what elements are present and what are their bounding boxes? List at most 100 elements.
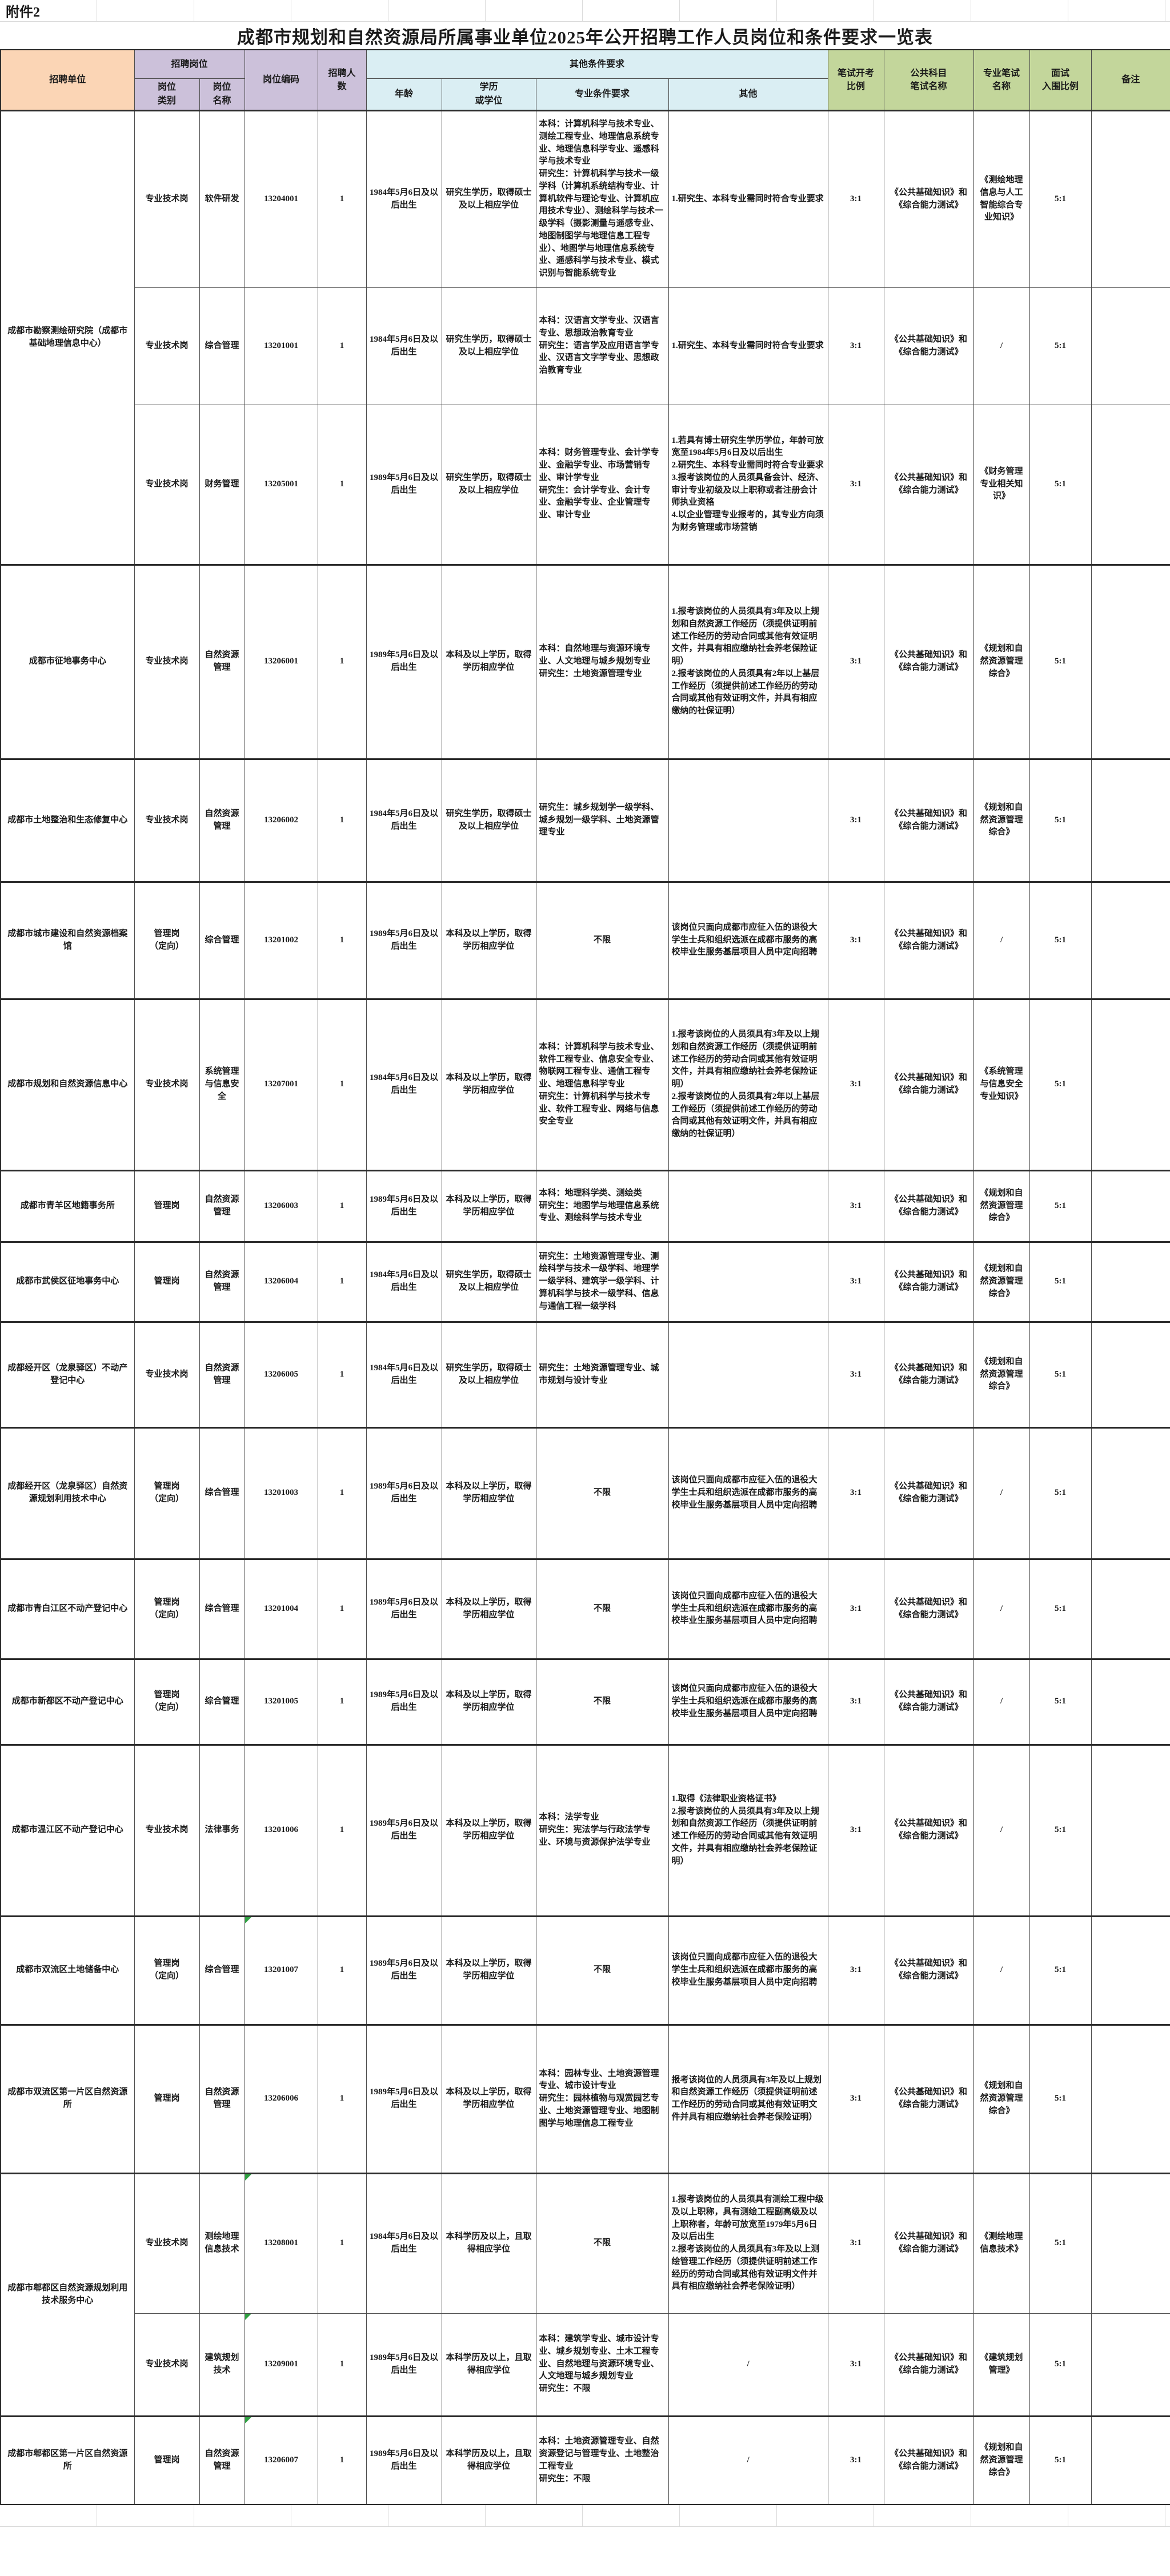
table-row: 专业技术岗 建筑规划技术 13209001 1 1989年5月6日及以后出生 本科学历及以… [1, 2313, 1170, 2417]
cell-public-written-name: 《公共基础知识》和《综合能力测试》 [883, 1915, 974, 2025]
col-header-major: 专业条件要求 [535, 78, 669, 111]
cell-job-title: 自然资源管理 [199, 563, 245, 759]
table-row: 成都市武侯区征地事务中心 管理岗 自然资源管理 13206004 1 1984年5月6日及… [0, 1241, 1170, 1322]
table-row: 成都市郫都区自然资源规划利用技术服务中心 专业技术岗 测绘地理信息技术 1320800… [0, 2172, 1170, 2417]
cell-job-title: 自然资源管理 [199, 1169, 245, 1242]
cell-written-ratio: 3:1 [827, 1658, 884, 1745]
table-row: 成都市土地整治和生态修复中心 专业技术岗 自然资源管理 13206002 1 1984年5… [0, 758, 1170, 882]
cell-public-written-name: 《公共基础知识》和《综合能力测试》 [883, 1241, 974, 1322]
cell-headcount: 1 [317, 109, 367, 288]
cell-headcount: 1 [317, 404, 367, 565]
cell-other-requirements: 该岗位只面向成都市应征入伍的退役大学生士兵和组织选派在成都市服务的高校毕业生服务… [668, 1558, 828, 1659]
cell-remark [1091, 1169, 1170, 1242]
cell-education: 本科及以上学历，取得学历相应学位 [441, 1558, 536, 1659]
cell-major-requirements: 研究生：土地资源管理专业、测绘科学与技术一级学科、地理学一级学科、建筑学一级学科… [535, 1241, 669, 1322]
cell-professional-written-name: 《规划和自然资源管理综合》 [973, 2023, 1030, 2174]
cell-interview-ratio: 5:1 [1029, 758, 1092, 882]
cell-public-written-name: 《公共基础知识》和《综合能力测试》 [883, 1558, 974, 1659]
table-row: 成都市青羊区地籍事务所 管理岗 自然资源管理 13206003 1 1989年5月6日及以… [0, 1169, 1170, 1242]
cell-job-code: 13205001 [244, 404, 318, 565]
cell-job-code: 13206001 [244, 563, 318, 759]
cell-written-ratio: 3:1 [827, 758, 884, 882]
cell-written-ratio: 3:1 [827, 2415, 884, 2505]
cell-age: 1989年5月6日及以后出生 [366, 881, 442, 999]
cell-headcount: 1 [317, 1558, 367, 1659]
cell-public-written-name: 《公共基础知识》和《综合能力测试》 [883, 758, 974, 882]
table-header: 招聘单位 招聘岗位 岗位编码 招聘人 数 其他条件要求 笔试开考 比例 公共科目… [0, 49, 1170, 111]
cell-public-written-name: 《公共基础知识》和《综合能力测试》 [883, 2313, 974, 2417]
cell-other-requirements: 报考该岗位的人员须具有3年及以上规划和自然资源工作经历（须提供证明前述工作经历的… [668, 2023, 828, 2174]
cell-headcount: 1 [317, 1169, 367, 1242]
cell-major-requirements: 不限 [535, 881, 669, 999]
cell-public-written-name: 《公共基础知识》和《综合能力测试》 [883, 1743, 974, 1917]
cell-remark [1091, 1915, 1170, 2025]
cell-remark [1091, 1321, 1170, 1428]
cell-education: 研究生学历，取得硕士及以上相应学位 [441, 758, 536, 882]
cell-other-requirements: 1.研究生、本科专业需同时符合专业要求 [668, 287, 828, 405]
cell-job-code: 13206004 [244, 1241, 318, 1322]
cell-unit: 成都市温江区不动产登记中心 [0, 1743, 135, 1917]
cell-education: 本科及以上学历，取得学历相应学位 [441, 2023, 536, 2174]
cell-interview-ratio: 5:1 [1029, 2415, 1092, 2505]
cell-job-category: 管理岗 [134, 1169, 200, 1242]
table-row: 成都市郫都区第一片区自然资源所 管理岗 自然资源管理 13206007 1 1989年5月… [0, 2415, 1170, 2505]
cell-interview-ratio: 5:1 [1029, 2172, 1092, 2314]
cell-age: 1989年5月6日及以后出生 [366, 404, 442, 565]
cell-education: 研究生学历，取得硕士及以上相应学位 [441, 109, 536, 288]
cell-remark [1091, 998, 1170, 1171]
cell-interview-ratio: 5:1 [1029, 1558, 1092, 1659]
title-row: 成都市规划和自然资源局所属事业单位2025年公开招聘工作人员岗位和条件要求一览表 [0, 22, 1170, 49]
cell-other-requirements: / [668, 2313, 828, 2417]
cell-major-requirements: 本科：自然地理与资源环境专业、人文地理与城乡规划专业 研究生：土地资源管理专业 [535, 563, 669, 759]
cell-remark [1091, 404, 1170, 565]
cell-job-title: 测绘地理信息技术 [199, 2172, 245, 2314]
cell-public-written-name: 《公共基础知识》和《综合能力测试》 [883, 563, 974, 759]
cell-unit: 成都市青羊区地籍事务所 [0, 1169, 135, 1242]
cell-headcount: 1 [317, 2023, 367, 2174]
cell-other-requirements [668, 758, 828, 882]
cell-written-ratio: 3:1 [827, 1426, 884, 1559]
cell-unit: 成都市征地事务中心 [0, 563, 135, 759]
table-row: 成都市双流区第一片区自然资源所 管理岗 自然资源管理 13206006 1 1989年5月… [0, 2023, 1170, 2174]
col-header-professional-written: 专业笔试 名称 [973, 49, 1030, 111]
col-header-remark: 备注 [1091, 49, 1170, 111]
cell-job-code: 13201004 [244, 1558, 318, 1659]
cell-public-written-name: 《公共基础知识》和《综合能力测试》 [883, 998, 974, 1171]
cell-job-title: 综合管理 [199, 881, 245, 999]
cell-interview-ratio: 5:1 [1029, 1321, 1092, 1428]
cell-major-requirements: 本科：汉语言文学专业、汉语言专业、思想政治教育专业 研究生：语言学及应用语言学专… [535, 287, 669, 405]
bottom-whitespace [0, 2527, 1170, 2542]
cell-age: 1989年5月6日及以后出生 [366, 2313, 442, 2417]
cell-public-written-name: 《公共基础知识》和《综合能力测试》 [883, 2172, 974, 2314]
cell-unit: 成都市勘察测绘研究院（成都市基础地理信息中心） [0, 109, 135, 565]
cell-professional-written-name: / [973, 1743, 1030, 1917]
cell-job-code: 13206006 [244, 2023, 318, 2174]
cell-other-requirements [668, 1321, 828, 1428]
cell-other-requirements: 该岗位只面向成都市应征入伍的退役大学生士兵和组织选派在成都市服务的高校毕业生服务… [668, 881, 828, 999]
cell-education: 本科及以上学历，取得学历相应学位 [441, 1658, 536, 1745]
col-header-age: 年龄 [366, 78, 442, 111]
cell-unit: 成都市城市建设和自然资源档案馆 [0, 881, 135, 999]
table-row: 成都经开区（龙泉驿区）自然资源规划利用技术中心 管理岗 （定向） 综合管理 13201… [0, 1426, 1170, 1559]
cell-interview-ratio: 5:1 [1029, 1743, 1092, 1917]
cell-unit: 成都市郫都区自然资源规划利用技术服务中心 [0, 2172, 135, 2417]
cell-age: 1984年5月6日及以后出生 [366, 1241, 442, 1322]
cell-remark [1091, 1658, 1170, 1745]
cell-major-requirements: 本科：计算机科学与技术专业、测绘工程专业、地理信息系统专业、地理信息科学专业、遥… [535, 109, 669, 288]
cell-professional-written-name: 《系统管理与信息安全专业知识》 [973, 998, 1030, 1171]
cell-job-code: 13201001 [244, 287, 318, 405]
cell-headcount: 1 [317, 1743, 367, 1917]
table-row: 成都市规划和自然资源信息中心 专业技术岗 系统管理与信息安全 13207001 1 198… [0, 998, 1170, 1171]
cell-job-category: 专业技术岗 [134, 109, 200, 288]
cell-professional-written-name: 《规划和自然资源管理综合》 [973, 1321, 1030, 1428]
cell-job-title: 综合管理 [199, 1658, 245, 1745]
cell-professional-written-name: 《规划和自然资源管理综合》 [973, 2415, 1030, 2505]
cell-flag-triangle-icon [245, 2417, 251, 2423]
cell-interview-ratio: 5:1 [1029, 287, 1092, 405]
cell-major-requirements: 研究生：土地资源管理专业、城市规划与设计专业 [535, 1321, 669, 1428]
cell-education: 研究生学历，取得硕士及以上相应学位 [441, 1321, 536, 1428]
cell-interview-ratio: 5:1 [1029, 563, 1092, 759]
table-row: 成都市征地事务中心 专业技术岗 自然资源管理 13206001 1 1989年5月6日及以… [0, 563, 1170, 759]
cell-professional-written-name: / [973, 881, 1030, 999]
col-header-job-category: 岗位 类别 [134, 78, 200, 111]
